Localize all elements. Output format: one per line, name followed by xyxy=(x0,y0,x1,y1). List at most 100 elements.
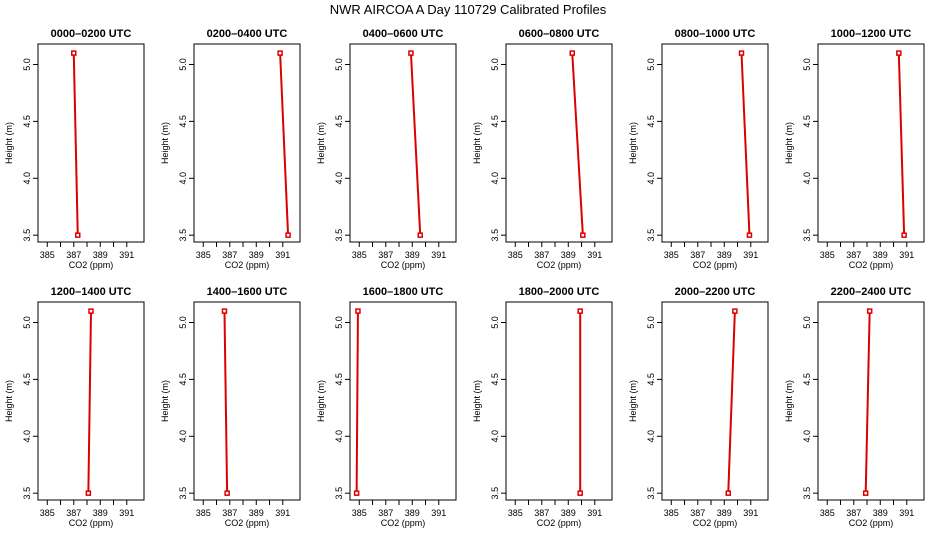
x-tick-label: 387 xyxy=(846,250,861,260)
y-axis-label: Height (m) xyxy=(4,122,14,164)
x-tick-label: 385 xyxy=(352,508,367,518)
profile-line xyxy=(864,311,871,494)
x-tick-label: 389 xyxy=(249,508,264,518)
y-tick-label: 5.0 xyxy=(802,316,812,329)
y-tick-label: 5.0 xyxy=(334,58,344,71)
panel-title: 1000–1200 UTC xyxy=(831,28,912,40)
plot-frame xyxy=(37,43,145,243)
x-tick-label: 385 xyxy=(664,508,679,518)
y-axis-label: Height (m) xyxy=(160,380,170,422)
profile-line xyxy=(571,53,584,236)
panel-title: 0000–0200 UTC xyxy=(51,28,132,40)
panel-title: 0800–1000 UTC xyxy=(675,28,756,40)
y-tick-label: 4.0 xyxy=(646,430,656,443)
data-point xyxy=(577,490,583,496)
y-tick-label: 3.5 xyxy=(802,487,812,500)
x-tick-label: 391 xyxy=(587,250,602,260)
y-tick-label: 3.5 xyxy=(22,229,32,242)
x-tick-label: 387 xyxy=(66,250,81,260)
data-point xyxy=(224,490,230,496)
x-axis-label: CO2 (ppm) xyxy=(537,260,582,270)
panel-2: 0200–0400 UTC 385 387 389 391 3.5 4.0 4.5 5.0 CO2… xyxy=(160,28,301,270)
y-tick-label: 3.5 xyxy=(334,229,344,242)
profile-line xyxy=(355,311,359,494)
y-tick-label: 5.0 xyxy=(22,316,32,329)
panel-title: 2000–2200 UTC xyxy=(675,286,756,298)
data-point xyxy=(285,232,291,238)
data-point xyxy=(75,232,81,238)
y-tick-label: 5.0 xyxy=(490,316,500,329)
y-tick-label: 3.5 xyxy=(334,487,344,500)
x-tick-label: 389 xyxy=(249,250,264,260)
y-tick-label: 4.5 xyxy=(490,373,500,386)
y-tick-label: 3.5 xyxy=(490,487,500,500)
panel-title: 1600–1800 UTC xyxy=(363,286,444,298)
y-tick-label: 3.5 xyxy=(178,229,188,242)
profile-line xyxy=(740,53,751,236)
data-point xyxy=(417,232,423,238)
plot-frame xyxy=(817,301,925,501)
x-tick-label: 389 xyxy=(561,250,576,260)
y-tick-label: 3.5 xyxy=(22,487,32,500)
y-tick-label: 3.5 xyxy=(646,229,656,242)
x-tick-label: 391 xyxy=(743,250,758,260)
x-axis-label: CO2 (ppm) xyxy=(693,260,738,270)
x-tick-label: 387 xyxy=(846,508,861,518)
x-axis-label: CO2 (ppm) xyxy=(69,260,114,270)
data-point xyxy=(88,308,94,314)
y-tick-label: 4.0 xyxy=(22,430,32,443)
x-tick-label: 385 xyxy=(508,250,523,260)
y-tick-label: 4.5 xyxy=(334,373,344,386)
y-tick-label: 4.5 xyxy=(22,115,32,128)
y-tick-label: 4.0 xyxy=(178,172,188,185)
x-tick-label: 389 xyxy=(93,508,108,518)
panel-title: 1200–1400 UTC xyxy=(51,286,132,298)
x-tick-label: 389 xyxy=(405,508,420,518)
y-tick-label: 4.0 xyxy=(490,172,500,185)
x-tick-label: 385 xyxy=(820,508,835,518)
x-tick-label: 389 xyxy=(717,508,732,518)
plot-frame xyxy=(193,43,301,243)
x-tick-label: 387 xyxy=(222,250,237,260)
x-axis-label: CO2 (ppm) xyxy=(69,518,114,528)
x-tick-label: 385 xyxy=(196,508,211,518)
data-point xyxy=(901,232,907,238)
x-tick-label: 385 xyxy=(820,250,835,260)
data-point xyxy=(580,232,586,238)
y-axis-label: Height (m) xyxy=(784,122,794,164)
x-axis-label: CO2 (ppm) xyxy=(537,518,582,528)
y-tick-label: 4.5 xyxy=(178,115,188,128)
data-point xyxy=(577,308,583,314)
x-tick-label: 391 xyxy=(275,508,290,518)
y-axis-label: Height (m) xyxy=(472,122,482,164)
panel-11: 2000–2200 UTC 385 387 389 391 3.5 4.0 4.5 5.0 CO2… xyxy=(628,286,769,528)
panel-6: 1000–1200 UTC 385 387 389 391 3.5 4.0 4.5 5.0 CO2… xyxy=(784,28,925,270)
y-tick-label: 4.0 xyxy=(802,172,812,185)
y-tick-label: 4.0 xyxy=(802,430,812,443)
y-tick-label: 4.5 xyxy=(646,115,656,128)
panel-9: 1600–1800 UTC 385 387 389 391 3.5 4.0 4.5 5.0 CO2… xyxy=(316,286,457,528)
y-axis-label: Height (m) xyxy=(628,380,638,422)
y-axis-label: Height (m) xyxy=(628,122,638,164)
x-tick-label: 387 xyxy=(66,508,81,518)
panel-title: 0200–0400 UTC xyxy=(207,28,288,40)
x-axis-label: CO2 (ppm) xyxy=(225,518,270,528)
x-tick-label: 389 xyxy=(873,250,888,260)
panel-7: 1200–1400 UTC 385 387 389 391 3.5 4.0 4.5 5.0 CO2… xyxy=(4,286,145,528)
y-tick-label: 4.5 xyxy=(802,373,812,386)
y-axis-label: Height (m) xyxy=(472,380,482,422)
data-point xyxy=(725,490,731,496)
x-tick-label: 387 xyxy=(534,250,549,260)
panel-title: 1800–2000 UTC xyxy=(519,286,600,298)
x-tick-label: 389 xyxy=(93,250,108,260)
plot-frame xyxy=(349,301,457,501)
y-tick-label: 4.0 xyxy=(178,430,188,443)
profile-line xyxy=(279,53,290,236)
data-point xyxy=(862,490,869,496)
plot-frame xyxy=(193,301,301,501)
y-tick-label: 4.0 xyxy=(334,430,344,443)
panel-8: 1400–1600 UTC 385 387 389 391 3.5 4.0 4.5 5.0 CO2… xyxy=(160,286,301,528)
y-tick-label: 5.0 xyxy=(646,58,656,71)
data-point xyxy=(71,50,77,56)
